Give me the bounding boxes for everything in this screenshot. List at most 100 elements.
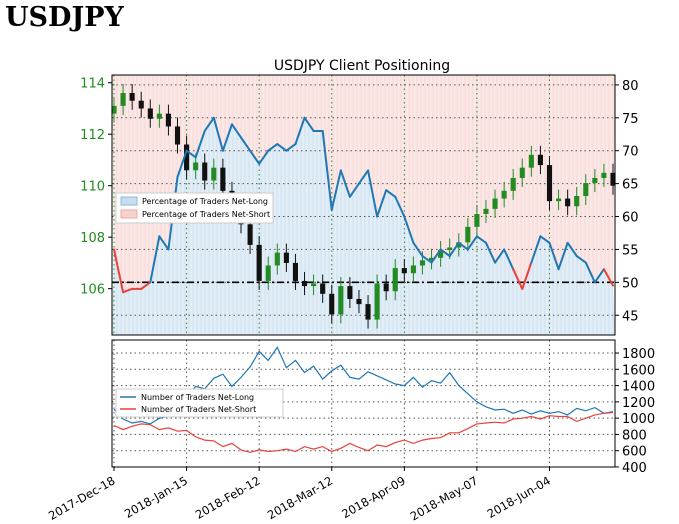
top-legend: Percentage of Traders Net-Long Percentag… bbox=[115, 192, 274, 224]
long-percentage-segment bbox=[285, 143, 297, 152]
long-percentage-segment bbox=[385, 189, 397, 198]
long-percentage-segment bbox=[357, 169, 370, 185]
long-percentage-segment bbox=[584, 261, 596, 284]
candle-body bbox=[428, 257, 435, 261]
candle-body bbox=[129, 93, 135, 101]
long-percentage-segment bbox=[466, 235, 478, 251]
top-chart-title: USDJPY Client Positioning bbox=[274, 58, 450, 74]
long-percentage-segment bbox=[503, 248, 515, 271]
long-percentage-segment bbox=[339, 169, 351, 198]
candle-body bbox=[247, 224, 253, 245]
candle-body bbox=[274, 252, 280, 266]
candles-layer bbox=[111, 84, 616, 329]
long-percentage-segment bbox=[403, 215, 415, 244]
right-tick-label: 50 bbox=[622, 276, 639, 291]
candle-body bbox=[510, 177, 516, 191]
candle-body bbox=[492, 198, 498, 209]
candle-body bbox=[501, 190, 507, 199]
legend-label-long: Percentage of Traders Net-Long bbox=[142, 197, 268, 206]
candle-body bbox=[401, 268, 407, 274]
long-percentage-segment bbox=[113, 248, 125, 294]
candle-body bbox=[574, 195, 580, 207]
candle-body bbox=[111, 105, 117, 114]
long-percentage-segment bbox=[557, 241, 569, 271]
long-percentage-segment bbox=[194, 129, 206, 159]
x-tick-label: 2017-Dec-18 bbox=[46, 473, 117, 522]
candle-body bbox=[556, 198, 562, 202]
candle-body bbox=[565, 198, 571, 207]
long-percentage-segment bbox=[240, 136, 252, 152]
candle-body bbox=[456, 242, 462, 248]
candle-body bbox=[519, 167, 525, 178]
long-percentage-segment bbox=[221, 123, 233, 152]
candle-body bbox=[410, 265, 416, 274]
long-percentage-segment bbox=[203, 116, 215, 132]
candle-body bbox=[546, 165, 553, 202]
candle-body bbox=[592, 177, 598, 184]
candle-body bbox=[383, 283, 389, 292]
left-tick-label: 112 bbox=[80, 128, 105, 143]
candle-body bbox=[120, 93, 126, 106]
count-tick-label: 1600 bbox=[622, 363, 655, 378]
long-percentage-segment bbox=[158, 235, 170, 251]
count-tick-label: 1400 bbox=[622, 380, 655, 395]
long-percentage-segment bbox=[212, 116, 224, 152]
long-percentage-segment bbox=[530, 235, 542, 264]
candle-body bbox=[438, 250, 444, 258]
candle-body bbox=[347, 286, 353, 299]
long-percentage-segment bbox=[484, 241, 497, 264]
candle-body bbox=[320, 283, 326, 294]
long-percentage-segment bbox=[321, 129, 333, 211]
candle-body bbox=[311, 283, 317, 287]
long-percentage-segment bbox=[149, 235, 161, 284]
long-percentage-segment bbox=[421, 255, 433, 264]
long-percentage-segment bbox=[122, 287, 134, 294]
count-tick-label: 1000 bbox=[622, 412, 655, 427]
legend-label-count-short: Number of Traders Net-Short bbox=[141, 405, 256, 414]
long-percentage-segment bbox=[176, 149, 188, 179]
candle-body bbox=[174, 126, 181, 145]
right-tick-label: 55 bbox=[622, 243, 639, 258]
right-axis-ticks-top: 45 50 55 60 65 70 75 80 bbox=[615, 79, 639, 324]
trader-count-lines-layer bbox=[113, 346, 614, 453]
long-percentage-segment bbox=[575, 255, 587, 264]
count-tick-label: 1800 bbox=[622, 347, 655, 362]
candle-body bbox=[610, 172, 616, 186]
long-percentage-segment bbox=[539, 235, 551, 244]
legend-swatch-short bbox=[120, 209, 138, 219]
top-panel: USDJPY Client Positioning 106 108 110 112 11… bbox=[80, 58, 639, 336]
candle-body bbox=[301, 280, 308, 287]
candle-body bbox=[292, 262, 299, 281]
candle-body bbox=[374, 283, 380, 320]
candle-body bbox=[356, 298, 362, 305]
long-percentage-segment bbox=[249, 149, 261, 165]
short-percentage-area bbox=[112, 75, 615, 293]
x-tick-label: 2018-Jan-15 bbox=[122, 473, 190, 520]
candle-body bbox=[138, 100, 144, 109]
left-tick-label: 108 bbox=[80, 231, 105, 246]
x-tick-label: 2018-Mar-12 bbox=[265, 473, 335, 522]
left-tick-label: 114 bbox=[80, 77, 105, 92]
left-tick-label: 106 bbox=[80, 283, 105, 298]
candle-body bbox=[338, 286, 344, 315]
x-tick-label: 2018-Jun-04 bbox=[485, 473, 553, 521]
long-percentage-segment bbox=[512, 268, 524, 290]
candle-body bbox=[392, 268, 398, 292]
long-percentage-segment bbox=[457, 241, 469, 251]
right-tick-label: 60 bbox=[622, 211, 639, 226]
candle-body bbox=[165, 113, 171, 127]
candle-body bbox=[256, 244, 262, 281]
candle-body bbox=[211, 167, 217, 181]
right-tick-label: 65 bbox=[622, 178, 639, 193]
long-percentage-segment bbox=[566, 241, 578, 258]
long-percentage-segment bbox=[602, 268, 614, 287]
long-percentage-segment bbox=[348, 182, 360, 198]
long-percentage-segment bbox=[521, 261, 533, 290]
long-percentage-segment bbox=[548, 241, 560, 271]
long-percentage-area bbox=[112, 117, 615, 335]
long-percentage-segment bbox=[494, 248, 506, 264]
long-percentage-segment bbox=[439, 248, 451, 258]
left-tick-label: 110 bbox=[80, 180, 105, 195]
